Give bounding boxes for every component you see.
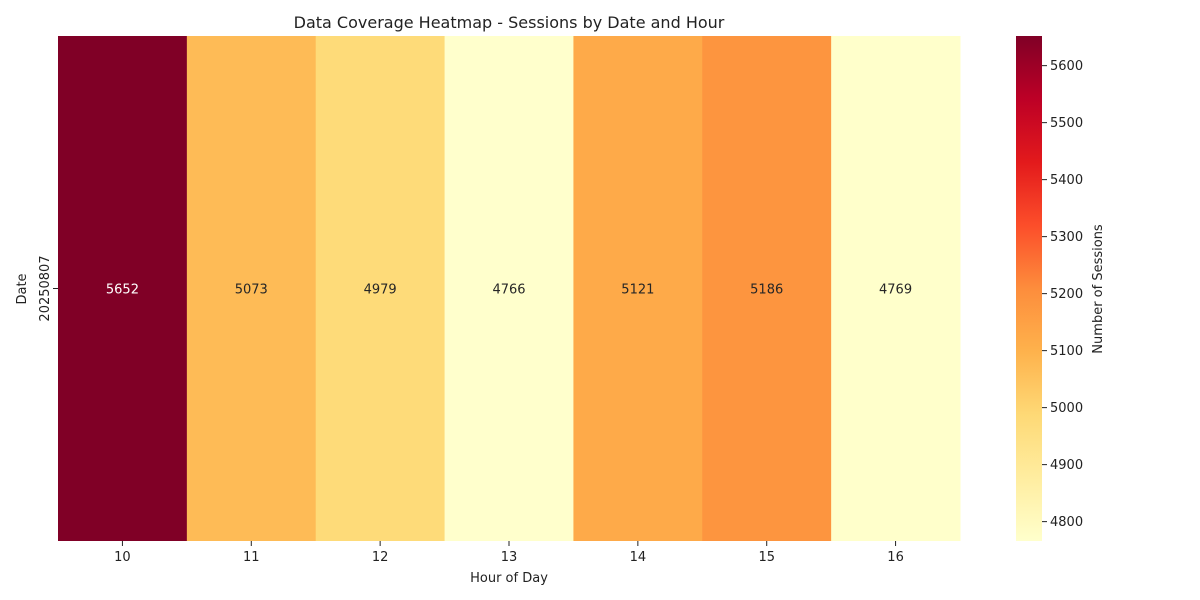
heatmap-cell <box>831 36 961 541</box>
x-tick-label: 16 <box>887 550 904 565</box>
x-tick-label: 10 <box>114 550 131 565</box>
cell-value-label: 5186 <box>750 283 783 298</box>
colorbar-tick-label: 5600 <box>1050 59 1083 74</box>
colorbar-tick-label: 5000 <box>1050 401 1083 416</box>
x-tick-label: 15 <box>758 550 775 565</box>
colorbar-label: Number of Sessions <box>1091 224 1106 354</box>
colorbar <box>1016 36 1042 541</box>
heatmap-cells: 5652 5073 4979 4766 5121 5186 4769 <box>58 36 961 541</box>
chart-title: Data Coverage Heatmap - Sessions by Date… <box>294 13 725 32</box>
heatmap-cell <box>186 36 317 541</box>
colorbar-tick-label: 5400 <box>1050 173 1083 188</box>
colorbar-tick-label: 5300 <box>1050 230 1083 245</box>
cell-value-label: 5121 <box>621 283 654 298</box>
colorbar-tick-label: 4900 <box>1050 458 1083 473</box>
heatmap-cell <box>573 36 703 541</box>
colorbar-tick-label: 5100 <box>1050 344 1083 359</box>
cell-value-label: 5652 <box>106 283 139 298</box>
x-tick-label: 13 <box>501 550 518 565</box>
y-axis-label: Date <box>15 273 30 304</box>
cell-value-label: 4979 <box>364 283 397 298</box>
x-axis-label: Hour of Day <box>470 571 548 586</box>
colorbar-tick-label: 5200 <box>1050 287 1083 302</box>
x-tick-label: 12 <box>372 550 389 565</box>
y-axis: 20250807 <box>38 255 58 322</box>
heatmap-cell <box>315 36 446 541</box>
colorbar-tick-label: 4800 <box>1050 515 1083 530</box>
cell-value-label: 5073 <box>235 283 268 298</box>
colorbar-tick-label: 5500 <box>1050 116 1083 131</box>
x-axis: 10 11 12 13 14 15 16 <box>114 541 904 565</box>
heatmap-cell <box>444 36 574 541</box>
y-tick-label: 20250807 <box>38 255 53 321</box>
x-tick-label: 11 <box>243 550 260 565</box>
x-tick-label: 14 <box>630 550 647 565</box>
heatmap-cell <box>702 36 832 541</box>
cell-value-label: 4766 <box>492 283 525 298</box>
cell-value-label: 4769 <box>879 283 912 298</box>
colorbar-ticks: 4800 4900 5000 5100 5200 5300 5400 5500 5600 <box>1042 59 1083 530</box>
heatmap-cell <box>58 36 188 541</box>
